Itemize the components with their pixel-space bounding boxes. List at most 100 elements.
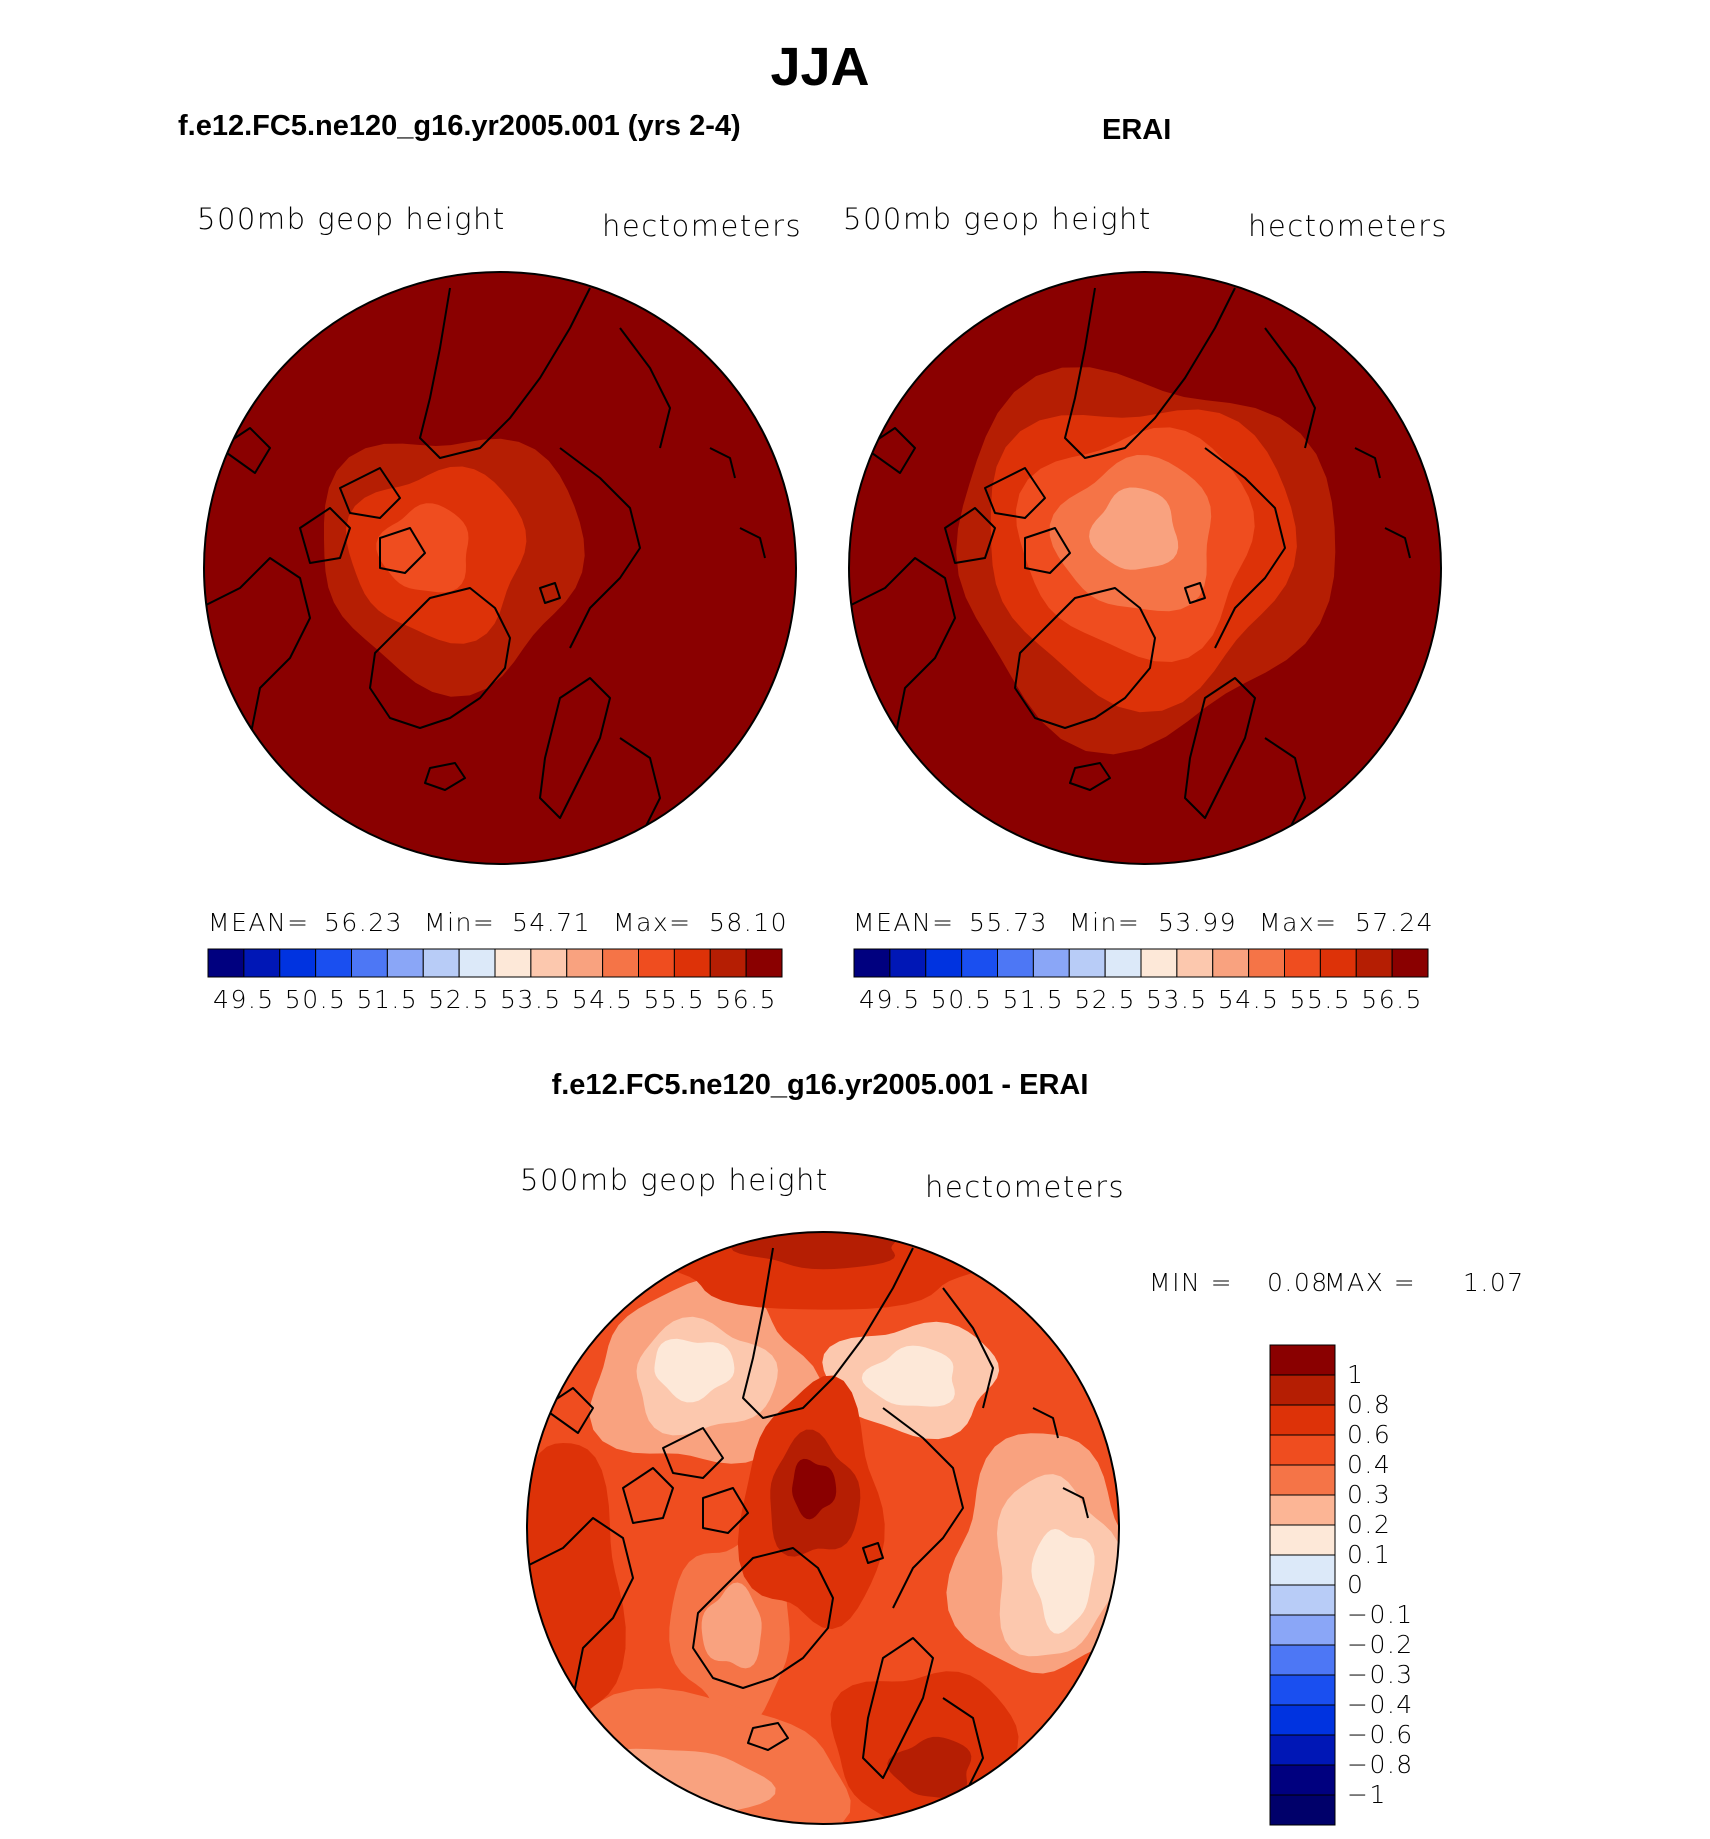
obs-map-border [848, 271, 1442, 865]
colorbar-tick-label: 56.5 [1361, 985, 1423, 1014]
colorbar-swatch [279, 948, 317, 978]
coastline [709, 447, 736, 479]
coastline [424, 762, 466, 791]
diff-variable-label: 500mb geop height [520, 1163, 829, 1197]
colorbar-tick-label: 54.5 [571, 985, 634, 1014]
colorbar-swatch [709, 948, 747, 978]
main-title: JJA [770, 37, 870, 97]
colorbar-swatch [1269, 1704, 1336, 1736]
colorbar-swatch [386, 948, 424, 978]
obs-colorbar [853, 948, 1429, 978]
coastline [1264, 327, 1316, 449]
colorbar-swatch [1176, 948, 1214, 978]
colorbar-swatch [315, 948, 353, 978]
coastline [1384, 527, 1411, 559]
colorbar-swatch [997, 948, 1034, 978]
coastline [944, 507, 996, 564]
colorbar-swatch [1269, 1404, 1336, 1436]
colorbar-tick-label: 52.5 [1074, 985, 1136, 1014]
model-mean-value: 56.23 [324, 908, 404, 937]
colorbar-swatch [1269, 1794, 1336, 1826]
coastline [1184, 582, 1206, 604]
coastline [1204, 447, 1286, 649]
colorbar-swatch [1212, 948, 1250, 978]
contour-band [1089, 487, 1179, 570]
colorbar-swatch [351, 948, 388, 978]
coastline [527, 1517, 634, 1729]
colorbar-swatch [1269, 1644, 1336, 1676]
coastline [1064, 287, 1236, 459]
colorbar-tick-label: 49.5 [213, 985, 275, 1014]
colorbar-tick-label: 51.5 [1002, 985, 1065, 1014]
colorbar-swatch [1068, 948, 1106, 978]
colorbar-tick-label: 54.5 [1217, 985, 1280, 1014]
coastline [849, 557, 956, 769]
contour-band [731, 1232, 898, 1270]
colorbar-tick-label: −0.8 [1347, 1750, 1414, 1779]
coastline [539, 677, 611, 819]
colorbar-swatch [1269, 1374, 1336, 1406]
obs-mean-value: 55.73 [969, 908, 1049, 937]
colorbar-swatch [925, 948, 963, 978]
coastline [204, 557, 311, 769]
coastline [882, 1407, 964, 1609]
colorbar-swatch [1269, 1494, 1336, 1526]
coastline [1354, 447, 1381, 479]
contour-band [887, 1736, 972, 1799]
coastline [1062, 1487, 1089, 1519]
colorbar-swatch [1391, 948, 1429, 978]
colorbar-tick-label: −1 [1347, 1780, 1387, 1809]
coastline [739, 527, 766, 559]
colorbar-tick-label: 50.5 [284, 985, 347, 1014]
colorbar-tick-label: 53.5 [1146, 985, 1208, 1014]
coastline [619, 327, 671, 449]
coastline [622, 1467, 674, 1524]
colorbar-tick-label: 51.5 [356, 985, 419, 1014]
coastline [1184, 677, 1256, 819]
coastline [419, 287, 591, 459]
diff-map-border [526, 1231, 1120, 1825]
colorbar-tick-label: −0.2 [1347, 1630, 1414, 1659]
coastline [1032, 1407, 1059, 1439]
colorbar-swatch [1269, 1524, 1336, 1556]
colorbar-swatch [889, 948, 927, 978]
colorbar-swatch [422, 948, 460, 978]
diff-min-value: 0.08 [1267, 1268, 1329, 1297]
coastline [379, 527, 426, 574]
coastline [742, 1247, 914, 1419]
colorbar-swatch [1140, 948, 1178, 978]
colorbar-swatch [1032, 948, 1070, 978]
colorbar-swatch [1104, 948, 1142, 978]
coastline [1024, 527, 1071, 574]
colorbar-swatch [458, 948, 496, 978]
colorbar-swatch [853, 948, 891, 978]
colorbar-swatch [1269, 1344, 1336, 1376]
obs-units-label: hectometers [1248, 209, 1449, 243]
coastline [702, 1487, 749, 1534]
colorbar-swatch [1284, 948, 1321, 978]
obs-mean-label: MEAN= [853, 908, 955, 937]
colorbar-tick-label: 0 [1347, 1570, 1365, 1599]
colorbar-tick-label: 0.2 [1347, 1510, 1392, 1539]
coastline [1014, 587, 1156, 729]
colorbar-swatch [1248, 948, 1286, 978]
colorbar-swatch [961, 948, 999, 978]
colorbar-tick-label: 55.5 [643, 985, 706, 1014]
contour-band [792, 1458, 837, 1520]
colorbar-swatch [1269, 1614, 1336, 1646]
diff-colorbar [1269, 1344, 1336, 1826]
model-max-label: Max= [613, 908, 692, 937]
colorbar-tick-label: 52.5 [428, 985, 490, 1014]
colorbar-swatch [673, 948, 711, 978]
diff-panel-title: f.e12.FC5.ne120_g16.yr2005.001 - ERAI [551, 1069, 1089, 1101]
colorbar-tick-label: 0.3 [1347, 1480, 1392, 1509]
coastline [369, 587, 511, 729]
colorbar-tick-label: −0.6 [1347, 1720, 1414, 1749]
colorbar-tick-label: 56.5 [715, 985, 777, 1014]
model-min-value: 54.71 [512, 908, 592, 937]
model-units-label: hectometers [602, 209, 803, 243]
coastline [559, 447, 641, 649]
coastline [984, 467, 1046, 519]
colorbar-swatch [1269, 1554, 1336, 1586]
